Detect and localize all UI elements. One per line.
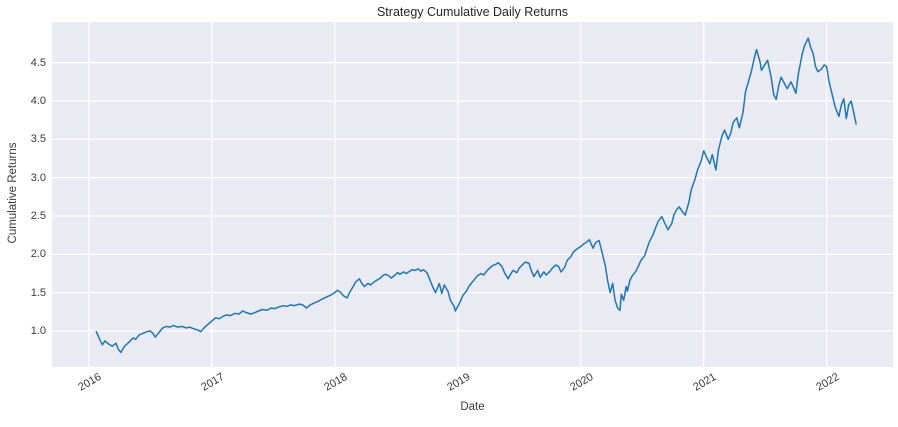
plot-area [52,22,893,367]
y-tick-label: 2.0 [30,248,46,261]
y-tick-label: 1.5 [30,286,46,299]
y-tick-label: 2.5 [30,209,46,222]
series-line-strategy [95,37,857,354]
y-tick-label: 4.5 [30,56,46,69]
y-tick-label: 3.5 [30,133,46,146]
y-tick-label: 3.0 [30,171,46,184]
x-axis-label: Date [460,401,485,413]
y-tick-label: 1.0 [30,324,46,337]
y-tick-label: 4.0 [30,94,46,107]
chart-title: Strategy Cumulative Daily Returns [376,5,569,19]
y-axis-label: Cumulative Returns [7,142,19,244]
